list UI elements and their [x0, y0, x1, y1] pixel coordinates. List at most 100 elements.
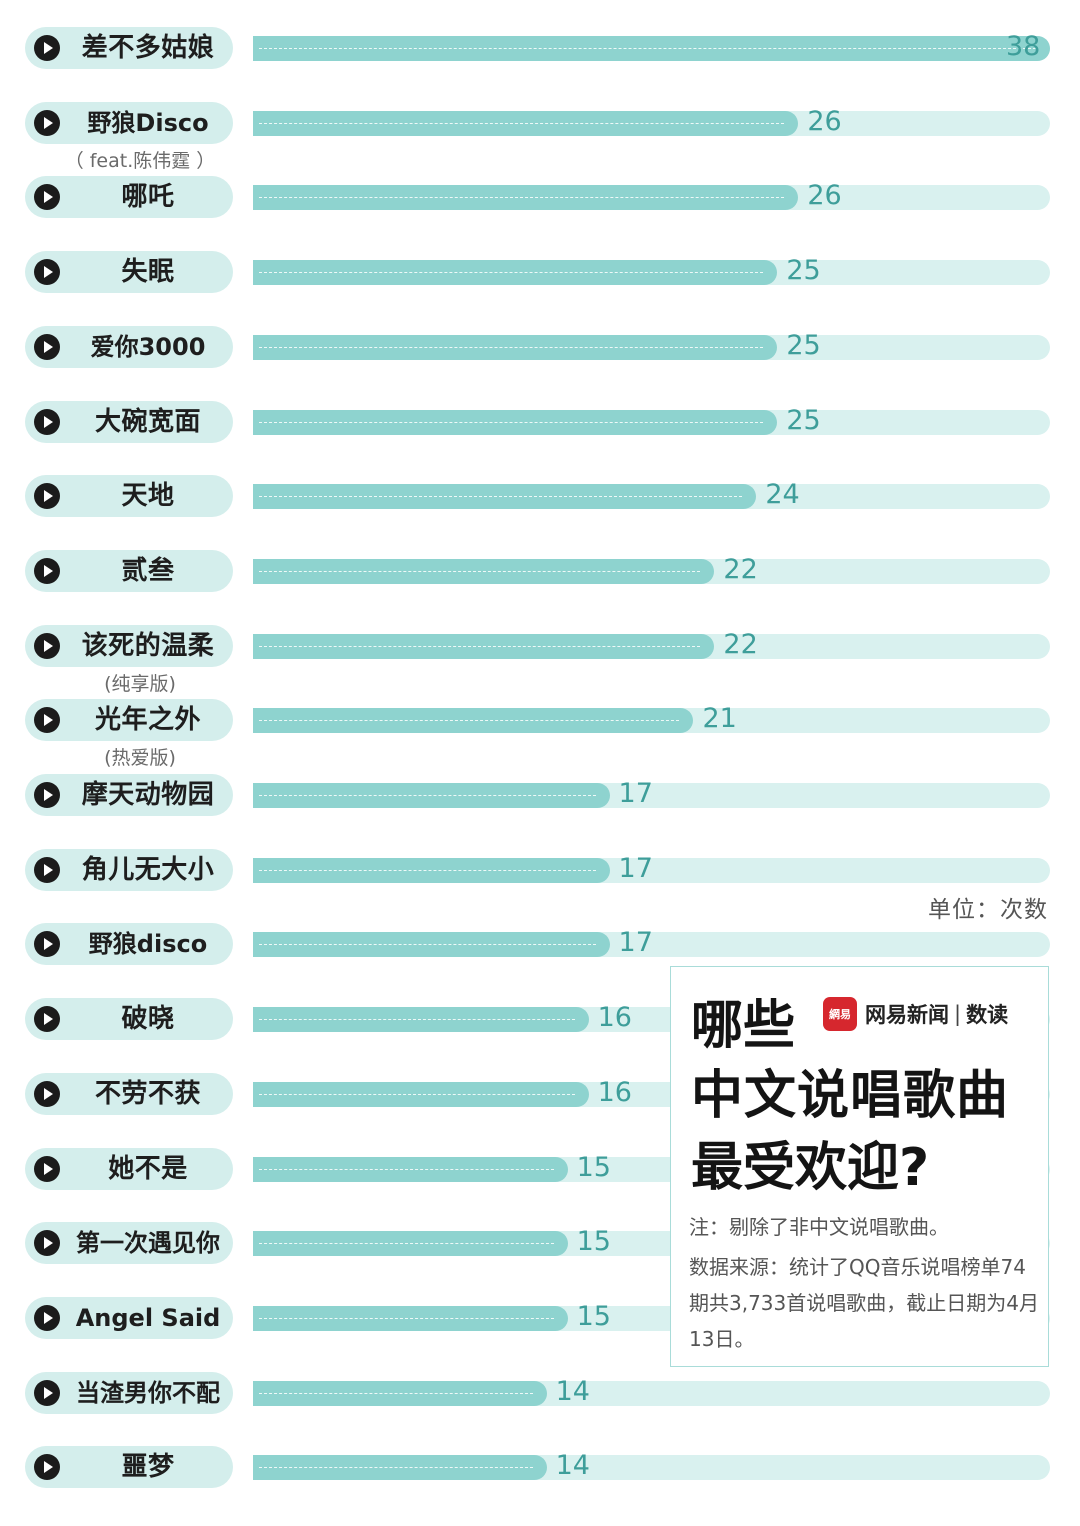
title-line-3: 最受欢迎?	[691, 1138, 930, 1198]
song-pill[interactable]: 她不是	[25, 1147, 233, 1190]
chart-row: 当渣男你不配 14	[0, 1371, 1080, 1414]
category-label: 贰叁	[121, 555, 175, 586]
data-label: 24	[765, 479, 800, 511]
play-icon[interactable]	[34, 109, 60, 136]
chart-row: 角儿无大小 17	[0, 848, 1080, 891]
play-icon[interactable]	[34, 259, 60, 286]
chart-row: 该死的温柔 (纯享版) 22	[0, 624, 1080, 695]
song-pill[interactable]: 第一次遇见你	[25, 1222, 233, 1265]
chart-row: 噩梦 14	[0, 1446, 1080, 1489]
category-subtitle: (纯享版)	[104, 672, 176, 695]
data-label: 16	[597, 1002, 632, 1034]
bar	[253, 36, 1050, 61]
song-pill[interactable]: 噩梦	[25, 1446, 233, 1489]
data-label: 17	[618, 852, 653, 884]
play-icon[interactable]	[34, 1379, 60, 1406]
bar	[253, 1455, 547, 1481]
bar	[253, 558, 715, 584]
play-icon[interactable]	[34, 1304, 60, 1331]
category-label: Angel Said	[75, 1303, 221, 1332]
song-pill[interactable]: 角儿无大小	[25, 848, 233, 891]
play-icon[interactable]	[34, 333, 60, 360]
song-pill[interactable]: 失眠	[25, 251, 233, 294]
chart-row: 爱你3000 25	[0, 325, 1080, 368]
brand-name: 网易新闻	[865, 1003, 949, 1027]
play-icon[interactable]	[34, 35, 60, 61]
play-icon[interactable]	[34, 931, 60, 958]
data-label: 17	[618, 927, 653, 959]
data-label: 26	[807, 105, 842, 137]
category-label: 破晓	[121, 1004, 175, 1035]
data-label: 22	[723, 628, 758, 660]
song-pill[interactable]: Angel Said	[25, 1296, 233, 1339]
bar	[253, 1007, 589, 1033]
category-label: 她不是	[108, 1153, 188, 1184]
bar	[253, 633, 715, 659]
song-pill[interactable]: 破晓	[25, 998, 233, 1041]
category-label: 差不多姑娘	[81, 33, 215, 63]
play-icon[interactable]	[34, 782, 60, 808]
data-label: 25	[786, 255, 821, 287]
bar	[253, 1156, 568, 1182]
bar	[253, 1081, 589, 1107]
data-label: 15	[576, 1151, 611, 1183]
play-icon[interactable]	[34, 1006, 60, 1033]
play-icon[interactable]	[34, 557, 60, 584]
song-pill[interactable]: 野狼Disco	[25, 101, 233, 144]
bar	[253, 1305, 568, 1331]
category-label: 摩天动物园	[81, 780, 215, 810]
source-text: 数据来源：统计了QQ音乐说唱榜单74期共3,733首说唱歌曲，截止日期为4月13…	[689, 1255, 1039, 1351]
data-label: 15	[576, 1226, 611, 1258]
play-icon[interactable]	[34, 483, 60, 510]
data-label: 17	[618, 778, 653, 809]
bar	[253, 1380, 547, 1406]
play-icon[interactable]	[34, 184, 60, 211]
bar	[253, 932, 610, 958]
play-icon[interactable]	[34, 1155, 60, 1182]
song-pill[interactable]: 摩天动物园	[25, 774, 233, 816]
song-pill[interactable]: 大碗宽面	[25, 400, 233, 443]
data-label: 14	[555, 1375, 590, 1407]
play-icon[interactable]	[34, 856, 60, 883]
category-subtitle: (热爱版)	[104, 747, 176, 770]
bar	[253, 783, 610, 808]
brand-column: 数读	[966, 1003, 1009, 1027]
song-pill[interactable]: 天地	[25, 475, 233, 518]
bar	[253, 857, 610, 883]
song-pill[interactable]: 差不多姑娘	[25, 27, 233, 69]
bar	[253, 260, 778, 286]
chart-row: 野狼disco 17	[0, 923, 1080, 966]
song-pill[interactable]: 贰叁	[25, 549, 233, 592]
play-icon[interactable]	[34, 632, 60, 659]
chart-row: 贰叁 22	[0, 549, 1080, 592]
title-panel: 哪些 網易 网易新闻 | 数读 中文说唱歌曲 最受欢迎? 注：剔除了非中文说唱歌…	[670, 966, 1049, 1367]
chart-row: Angel Said 15	[0, 1296, 1080, 1339]
bar	[253, 185, 799, 211]
category-label: 该死的温柔	[81, 630, 215, 661]
category-label: 不劳不获	[94, 1078, 201, 1109]
category-label: 噩梦	[121, 1452, 175, 1483]
bar	[253, 484, 757, 510]
song-pill[interactable]: 当渣男你不配	[25, 1371, 233, 1414]
data-label: 15	[576, 1300, 611, 1332]
song-pill[interactable]: 爱你3000	[25, 325, 233, 368]
play-icon[interactable]	[34, 408, 60, 435]
play-icon[interactable]	[34, 1080, 60, 1107]
song-pill[interactable]: 野狼disco	[25, 923, 233, 966]
chart-row: 天地 24	[0, 475, 1080, 518]
title-line-2: 中文说唱歌曲	[691, 1066, 1010, 1126]
chart-row: 哪吒 26	[0, 176, 1080, 219]
song-pill[interactable]: 不劳不获	[25, 1072, 233, 1115]
data-label: 16	[597, 1076, 632, 1108]
song-pill[interactable]: 哪吒	[25, 176, 233, 219]
play-icon[interactable]	[34, 1454, 60, 1481]
category-label: 光年之外	[94, 705, 201, 736]
song-pill[interactable]: 该死的温柔	[25, 624, 233, 667]
bar	[253, 708, 694, 734]
play-icon[interactable]	[34, 1230, 60, 1257]
chart-row: 野狼Disco （ feat.陈伟霆 ） 26	[0, 101, 1080, 172]
song-pill[interactable]: 光年之外	[25, 699, 233, 742]
play-icon[interactable]	[34, 707, 60, 734]
bar	[253, 1231, 568, 1257]
category-label: 天地	[121, 481, 175, 512]
